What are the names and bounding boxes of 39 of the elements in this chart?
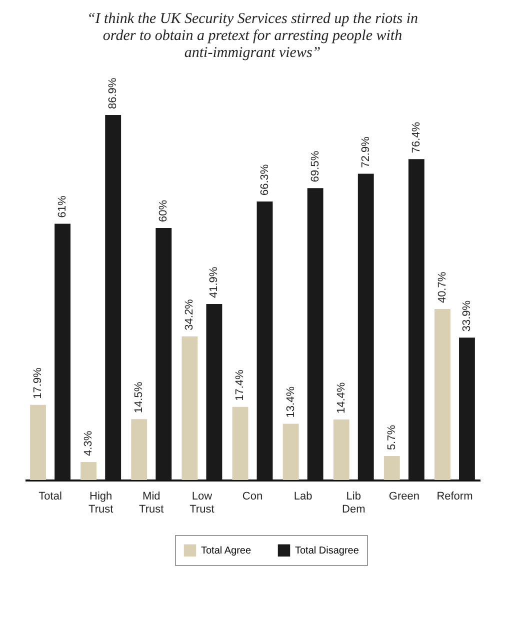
data-label: 4.3% (82, 430, 95, 456)
x-tick-label: Low Trust (190, 490, 214, 516)
data-label: 13.4% (284, 386, 297, 418)
data-label: 14.4% (335, 382, 348, 414)
data-label: 86.9% (107, 78, 120, 109)
data-label: 34.2% (184, 298, 196, 330)
data-label: 60% (158, 200, 170, 222)
x-tick-label: Lab (294, 490, 312, 502)
chart-title: “I think the UK Security Services stirred up the riots in order to obtain a pretext for arresting people with anti-immigrant views” (86, 10, 418, 61)
data-label: 69.5% (309, 150, 322, 182)
data-label: 17.4% (234, 370, 246, 401)
bar (182, 336, 198, 480)
bar (30, 404, 46, 480)
bar (282, 424, 299, 480)
x-tick-label: Mid Trust (139, 490, 164, 516)
legend-label: Total Agree (201, 545, 252, 556)
data-label: 72.9% (360, 136, 372, 168)
data-label: 5.7% (386, 424, 398, 450)
data-label: 41.9% (208, 266, 220, 298)
x-tick-label: Con (242, 490, 263, 502)
x-tick-label: Total (38, 490, 62, 502)
data-label: 17.9% (32, 367, 44, 399)
data-label: 61% (56, 196, 69, 218)
data-label: 14.5% (133, 382, 146, 414)
bar (333, 420, 350, 480)
bar (384, 456, 400, 480)
bar (434, 309, 450, 480)
x-tick-label: High Trust (88, 490, 114, 516)
x-tick-label: Green (388, 490, 420, 502)
data-label: 66.3% (258, 164, 271, 196)
x-tick-label: Lib Dem (342, 490, 366, 516)
data-label: 33.9% (460, 300, 473, 332)
data-label: 76.4% (410, 122, 422, 154)
bar (232, 406, 248, 480)
bar (131, 419, 148, 480)
bar (80, 462, 97, 480)
x-tick-label: Reform (436, 490, 473, 502)
data-label: 40.7% (436, 272, 448, 304)
legend-label: Total Disagree (295, 545, 360, 556)
